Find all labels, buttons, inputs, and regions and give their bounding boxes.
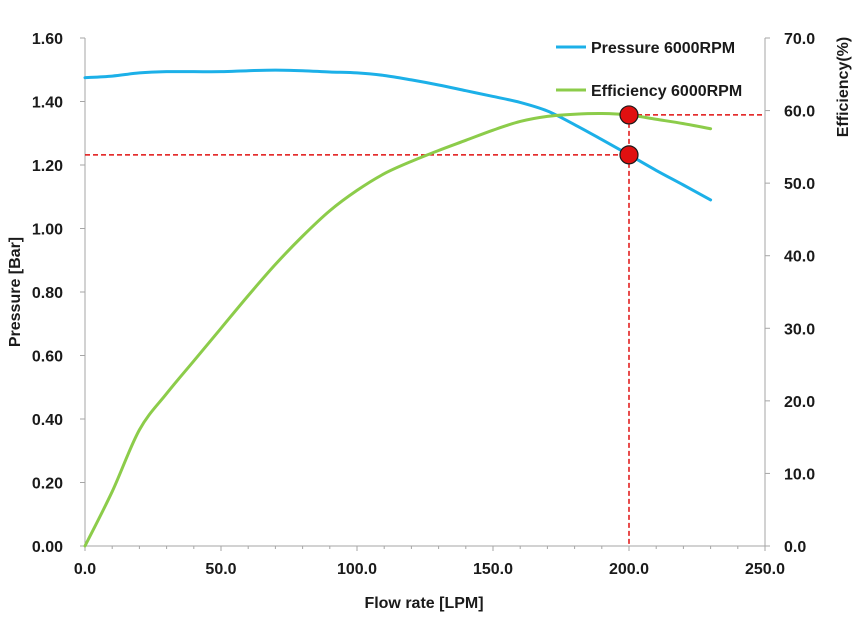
y2-tick-label: 60.0 [784, 104, 815, 121]
x-tick-label: 100.0 [337, 561, 377, 578]
y2-axis-title: Efficiency(%) [835, 37, 852, 137]
y-tick-label: 0.20 [32, 476, 63, 493]
y2-tick-label: 0.0 [784, 539, 806, 556]
pressure-series-line [83, 68, 713, 202]
y-axis-title: Pressure [Bar] [7, 237, 24, 347]
efficiency-operating-point [619, 105, 639, 125]
y2-tick-label: 40.0 [784, 249, 815, 266]
y2-tick-label: 50.0 [784, 176, 815, 193]
y-tick-label: 0.40 [32, 412, 63, 429]
y2-tick-label: 70.0 [784, 31, 815, 48]
y-tick-label: 1.00 [32, 222, 63, 239]
x-tick-label: 150.0 [473, 561, 513, 578]
efficiency-series-line [83, 111, 713, 548]
y-tick-label: 0.00 [32, 539, 63, 556]
y-axis-title-group: Pressure [Bar] [7, 237, 24, 347]
y-tick-label: 0.80 [32, 285, 63, 302]
y2-axis-title-group: Efficiency(%) [835, 37, 852, 137]
highlight-markers [619, 105, 639, 165]
x-axis-title: Flow rate [LPM] [364, 595, 483, 612]
y2-tick-label: 30.0 [784, 321, 815, 338]
x-axis-title-group: Flow rate [LPM] [364, 595, 483, 612]
axes: 0.0 50.0 100.0 150.0 200.0 250.0 0.00 0.20 0.40 0… [32, 31, 815, 578]
y-tick-label: 1.60 [32, 31, 63, 48]
series-lines [83, 68, 713, 548]
reference-lines [85, 114, 765, 546]
y2-tick-label: 10.0 [784, 466, 815, 483]
pressure-operating-point [619, 145, 639, 165]
x-tick-label: 0.0 [74, 561, 96, 578]
x-tick-label: 250.0 [745, 561, 785, 578]
x-tick-label: 200.0 [609, 561, 649, 578]
x-tick-label: 50.0 [205, 561, 236, 578]
y-tick-label: 1.20 [32, 158, 63, 175]
legend: Pressure 6000RPM Efficiency 6000RPM [556, 40, 742, 100]
y-tick-label: 1.40 [32, 95, 63, 112]
y-tick-label: 0.60 [32, 349, 63, 366]
legend-label-efficiency: Efficiency 6000RPM [591, 83, 742, 100]
legend-label-pressure: Pressure 6000RPM [591, 40, 735, 57]
y2-tick-label: 20.0 [784, 394, 815, 411]
